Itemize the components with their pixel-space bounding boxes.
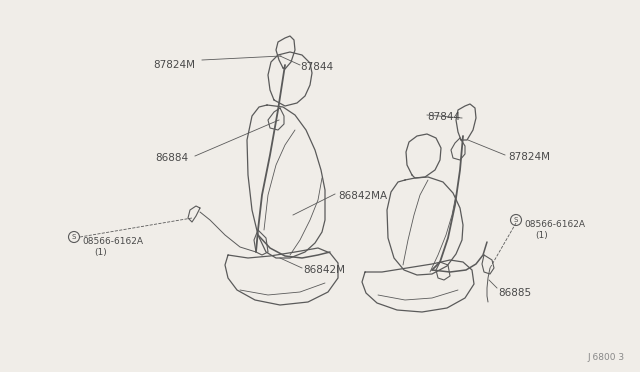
Text: 87824M: 87824M bbox=[153, 60, 195, 70]
Text: 86842MA: 86842MA bbox=[338, 191, 387, 201]
Text: J 6800 3: J 6800 3 bbox=[588, 353, 625, 362]
Text: 87844: 87844 bbox=[300, 62, 333, 72]
Text: 87844: 87844 bbox=[427, 112, 460, 122]
Text: (1): (1) bbox=[535, 231, 548, 240]
Text: 86842M: 86842M bbox=[303, 265, 345, 275]
Text: 08566-6162A: 08566-6162A bbox=[82, 237, 143, 246]
Text: 87824M: 87824M bbox=[508, 152, 550, 162]
Text: (1): (1) bbox=[94, 248, 107, 257]
Text: 86884: 86884 bbox=[155, 153, 188, 163]
Text: S: S bbox=[72, 234, 76, 240]
Text: 08566-6162A: 08566-6162A bbox=[524, 220, 585, 229]
Text: S: S bbox=[514, 217, 518, 223]
Text: 86885: 86885 bbox=[498, 288, 531, 298]
